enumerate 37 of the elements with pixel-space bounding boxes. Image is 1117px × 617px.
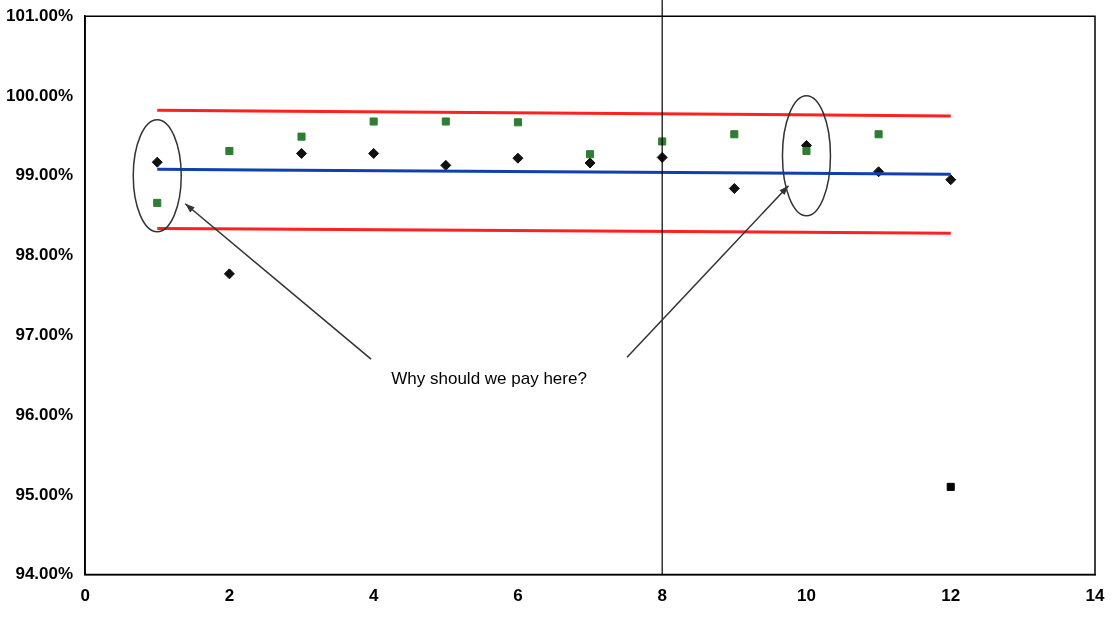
point — [730, 130, 739, 139]
y-tick-label: 97.00% — [15, 324, 74, 344]
point — [874, 130, 883, 139]
point — [153, 198, 162, 207]
point — [296, 147, 308, 159]
x-tick-label: 4 — [368, 586, 379, 606]
point — [513, 118, 522, 127]
point — [297, 132, 306, 141]
x-tick-label: 10 — [797, 586, 816, 606]
point — [584, 157, 596, 169]
x-tick-label: 8 — [657, 586, 667, 606]
point — [151, 156, 163, 168]
point — [512, 152, 524, 164]
x-tick-label: 2 — [224, 586, 235, 606]
y-tick-label: 95.00% — [15, 484, 74, 504]
y-tick-label: 94.00% — [15, 564, 74, 584]
point — [225, 146, 234, 156]
point — [802, 146, 811, 156]
y-tick-label: 101.00% — [5, 5, 74, 25]
point — [946, 482, 955, 491]
point — [586, 150, 595, 159]
point — [440, 159, 452, 171]
x-tick-label: 0 — [80, 586, 90, 606]
y-tick-label: 99.00% — [15, 165, 74, 185]
point — [223, 268, 235, 280]
x-tick-label: 14 — [1085, 586, 1105, 606]
x-tick-label: 12 — [941, 586, 961, 606]
point — [945, 174, 957, 186]
point — [369, 117, 378, 126]
y-tick-label: 100.00% — [5, 85, 74, 105]
y-tick-label: 98.00% — [15, 245, 74, 265]
x-tick-label: 6 — [513, 586, 523, 606]
point — [728, 183, 740, 195]
annotation: Why should we pay here? — [391, 368, 587, 388]
point — [441, 117, 450, 126]
point — [368, 147, 380, 159]
y-tick-label: 96.00% — [15, 404, 74, 424]
